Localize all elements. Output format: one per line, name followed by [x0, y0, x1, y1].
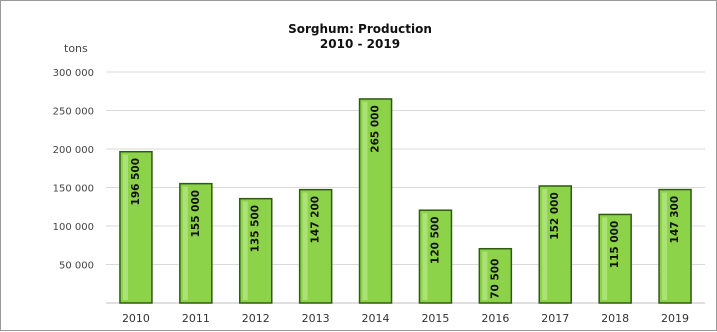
y-axis-label: tons: [64, 42, 88, 55]
bar-highlight: [182, 186, 188, 300]
y-tick-label: 100 000: [53, 222, 94, 233]
x-tick-label: 2015: [421, 312, 449, 325]
data-label: 265 000: [370, 105, 382, 153]
chart-subtitle: 2010 - 2019: [320, 37, 400, 51]
x-tick-label: 2019: [661, 312, 689, 325]
y-tick-label: 150 000: [53, 184, 94, 195]
chart-title: Sorghum: Production: [288, 22, 432, 36]
x-tick-label: 2014: [362, 312, 390, 325]
x-tick-label: 2010: [122, 312, 150, 325]
y-tick-label: 200 000: [53, 145, 94, 156]
bar-highlight: [362, 101, 368, 300]
data-label: 155 000: [190, 190, 202, 238]
bar-highlight: [422, 213, 428, 300]
bars: 196 500 155 000 135 500 147 200 265 000 120 5…: [119, 98, 692, 304]
data-label: 120 500: [429, 216, 441, 264]
data-label: 115 000: [609, 221, 621, 269]
x-tick-label: 2011: [182, 312, 210, 325]
data-label: 196 500: [130, 158, 142, 206]
data-label: 70 500: [489, 259, 501, 299]
data-label: 152 000: [549, 192, 561, 240]
x-tick-label: 2018: [601, 312, 629, 325]
bar-highlight: [542, 188, 548, 300]
bar-highlight: [482, 251, 488, 300]
y-tick-label: 300 000: [53, 68, 94, 79]
bar-highlight: [602, 217, 608, 300]
y-tick-label: 50 000: [59, 261, 94, 272]
x-tick-label: 2013: [302, 312, 330, 325]
bar-highlight: [242, 201, 248, 300]
data-label: 147 200: [310, 196, 322, 244]
x-tick-labels: 2010 2011 2012 2013 2014 2015 2016 2017 2018 2019: [122, 312, 689, 325]
bar-highlight: [122, 154, 128, 300]
data-label: 147 300: [669, 196, 681, 244]
y-tick-labels: 50 000 100 000 150 000 200 000 250 000 300 00…: [53, 68, 94, 272]
x-tick-label: 2017: [541, 312, 569, 325]
bar-highlight: [662, 192, 668, 300]
bar-highlight: [302, 192, 308, 300]
y-tick-label: 250 000: [53, 107, 94, 118]
x-tick-label: 2012: [242, 312, 270, 325]
data-label: 135 500: [250, 205, 262, 253]
x-tick-label: 2016: [481, 312, 509, 325]
